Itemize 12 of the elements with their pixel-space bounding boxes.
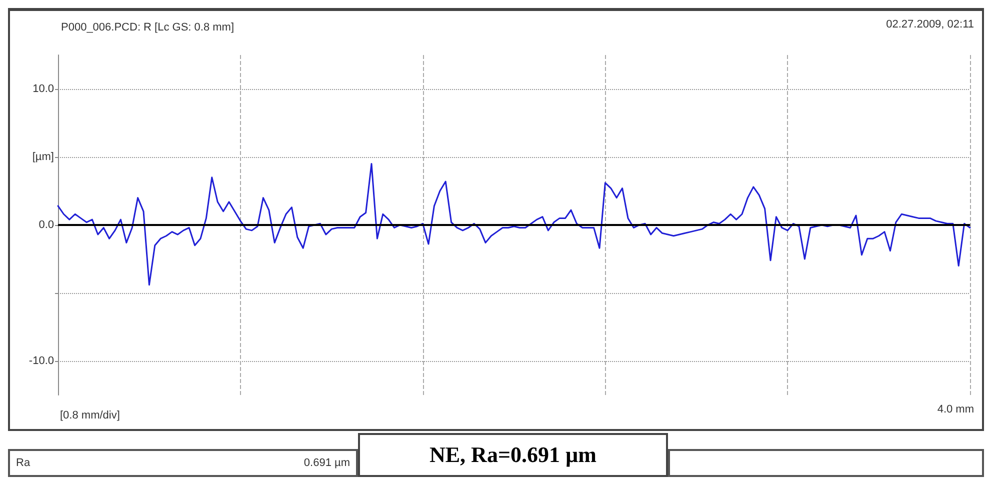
y-tick-label: -10.0 <box>28 355 54 367</box>
text: 02.27.2009, 02:11 <box>886 18 974 30</box>
x-axis-title: [0.8 mm/div] <box>60 410 120 422</box>
text: 0.691 µm <box>304 457 350 469</box>
y-tick-label: 10.0 <box>32 83 54 95</box>
text: 4.0 mm <box>937 404 974 416</box>
text: Ra <box>16 457 30 469</box>
y-tick-label: 0.0 <box>38 219 54 231</box>
text: NE, Ra=0.691 µm <box>358 433 668 477</box>
chart-title: P000_006.PCD: R [Lc GS: 0.8 mm] <box>61 22 234 34</box>
line-series <box>57 163 971 286</box>
y-tick-label: [µm] <box>32 151 54 163</box>
